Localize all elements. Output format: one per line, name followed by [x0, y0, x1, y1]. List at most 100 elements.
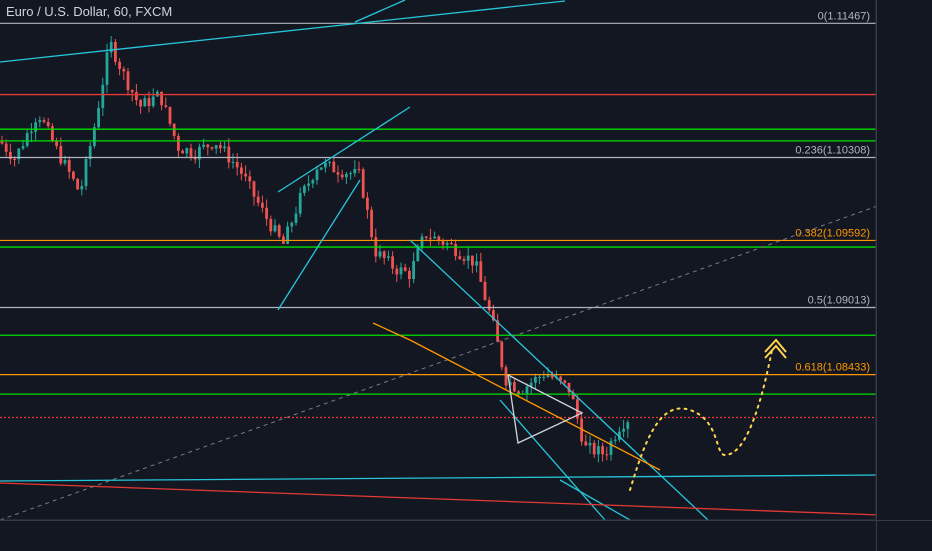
candle-body: [219, 145, 222, 148]
candle-body: [605, 454, 608, 455]
candle-body: [118, 62, 121, 69]
candle-body: [429, 238, 432, 239]
candle-body: [395, 269, 398, 275]
candle-body: [152, 96, 155, 105]
candle-body: [227, 147, 230, 163]
candle-body: [332, 162, 335, 173]
candle-body: [68, 160, 71, 172]
candle-body: [164, 105, 167, 107]
candle-body: [488, 300, 491, 310]
candle-body: [55, 141, 58, 146]
fib-level-label: 0.618(1.08433): [795, 362, 870, 374]
candle-body: [320, 167, 323, 169]
price-axis[interactable]: [876, 0, 932, 520]
candle-body: [307, 184, 310, 186]
candle-body: [345, 174, 348, 177]
candle-body: [59, 146, 62, 163]
candle-body: [563, 380, 566, 383]
candle-body: [253, 181, 256, 196]
candle-body: [148, 98, 151, 106]
candle-body: [471, 256, 474, 266]
candle-body: [358, 169, 361, 170]
candle-body: [173, 124, 176, 136]
candle-body: [383, 251, 386, 257]
candle-body: [215, 145, 218, 148]
time-axis[interactable]: [0, 520, 876, 551]
candle-body: [425, 236, 428, 237]
candle-body: [324, 163, 327, 168]
candle-body: [446, 243, 449, 245]
candle-body: [169, 107, 172, 124]
candle-body: [244, 174, 247, 177]
candle-body: [303, 186, 306, 193]
fib-level-label: 0.382(1.09592): [795, 227, 870, 239]
candle-body: [97, 108, 100, 127]
candle-body: [274, 225, 277, 231]
candle-body: [450, 243, 453, 244]
candle-body: [114, 42, 117, 62]
candle-body: [366, 198, 369, 210]
candle-body: [202, 145, 205, 147]
candle-body: [538, 377, 541, 378]
candle-body: [614, 440, 617, 441]
fib-level-label: 0.5(1.09013): [808, 294, 870, 306]
candle-body: [257, 197, 260, 203]
candle-body: [64, 160, 67, 163]
candle-body: [177, 136, 180, 151]
candle-body: [400, 267, 403, 274]
candle-body: [26, 133, 29, 146]
candle-body: [295, 214, 298, 223]
symbol-title: Euro / U.S. Dollar, 60, FXCM: [6, 4, 172, 19]
candle-body: [526, 386, 529, 393]
candle-body: [467, 256, 470, 261]
candle-body: [261, 203, 264, 208]
candle-body: [290, 223, 293, 227]
candle-body: [5, 144, 8, 152]
candle-body: [223, 147, 226, 149]
fib-level-label: 0(1.11467): [818, 10, 870, 22]
candle-body: [584, 442, 587, 446]
candle-body: [101, 85, 104, 108]
candle-body: [232, 162, 235, 163]
candle-body: [13, 159, 16, 160]
candle-body: [190, 148, 193, 157]
candle-body: [76, 179, 79, 190]
candle-body: [93, 127, 96, 146]
candle-body: [353, 169, 356, 173]
candle-body: [240, 167, 243, 173]
candle-body: [391, 256, 394, 268]
candle-body: [513, 382, 516, 391]
candle-body: [458, 256, 461, 259]
candle-body: [534, 377, 537, 383]
candle-body: [160, 92, 163, 106]
candle-body: [47, 122, 50, 126]
candle-body: [185, 148, 188, 153]
candle-body: [328, 162, 331, 163]
candle-body: [131, 90, 134, 92]
candle-body: [433, 237, 436, 239]
candle-body: [248, 176, 251, 181]
candle-body: [551, 375, 554, 377]
candle-body: [286, 226, 289, 243]
candle-body: [412, 261, 415, 279]
candle-body: [370, 210, 373, 237]
candle-body: [72, 172, 75, 179]
candle-body: [484, 282, 487, 300]
candle-body: [22, 146, 25, 149]
candle-body: [311, 180, 314, 183]
candle-body: [542, 377, 545, 378]
candle-body: [106, 52, 109, 84]
candle-body: [278, 225, 281, 236]
candle-body: [341, 175, 344, 178]
candle-body: [34, 122, 37, 131]
candle-body: [299, 193, 302, 214]
candle-body: [416, 248, 419, 261]
candle-body: [269, 219, 272, 231]
candle-body: [51, 126, 54, 141]
candle-body: [362, 169, 365, 197]
candle-body: [85, 159, 88, 186]
candle-body: [622, 429, 625, 432]
candle-body: [463, 259, 466, 261]
